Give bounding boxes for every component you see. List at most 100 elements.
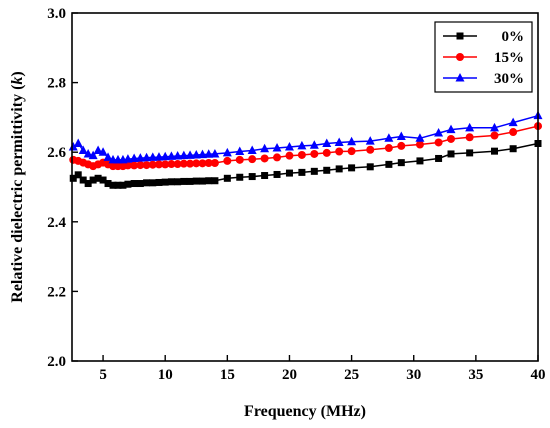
data-point [491,147,499,155]
data-point [197,149,207,159]
data-point [83,148,93,158]
y-tick-label: 2.0 [47,354,66,370]
data-point [335,165,343,173]
legend-entry: 30% [443,71,524,87]
legend: 0% 15% 30% [434,21,533,93]
y-tick-label: 2.6 [47,145,66,161]
data-point [129,153,139,162]
legend-entry: 0% [443,29,524,45]
data-point [154,160,163,169]
data-point [166,151,176,160]
data-point [222,147,232,157]
data-point [142,161,151,170]
data-point [210,148,220,158]
y-axis-label: Relative dielectric permittivity (k) [9,71,26,302]
data-point [161,178,169,186]
legend-marker [456,32,464,40]
data-point [161,160,170,169]
plot-frame [71,12,539,362]
data-point [273,170,281,178]
data-point [89,176,97,184]
data-point [396,131,406,141]
data-point [198,177,206,185]
data-point [434,138,443,147]
data-point [298,168,306,176]
data-point [248,173,256,181]
data-point [509,128,518,137]
data-point [384,144,393,153]
data-point [191,149,201,159]
data-point [143,179,151,187]
y-axis-label-symbol: k [9,77,26,85]
legend-label: 0% [502,29,525,45]
data-point [447,134,456,143]
data-point [123,161,132,170]
data-point [210,158,219,167]
x-tick-label: 35 [468,367,483,383]
data-point [124,180,132,188]
data-point [260,143,270,153]
data-point [88,150,98,160]
data-point [223,174,231,182]
legend-marker [456,53,464,61]
data-point [160,151,170,161]
data-point [385,160,393,168]
y-axis-label-suffix: ) [9,71,26,76]
data-point [204,158,213,167]
series-1 [69,122,542,171]
data-point [235,146,245,156]
data-point [99,176,107,184]
data-point [465,122,475,132]
data-point [186,177,194,185]
data-point [198,159,207,168]
data-point [297,140,307,150]
data-point [285,151,294,160]
data-point [273,153,282,162]
y-axis-label-prefix: Relative dielectric permittivity ( [9,85,26,303]
data-point [84,180,92,188]
data-point [135,153,145,162]
data-point [297,150,306,159]
legend-marker [455,73,465,82]
data-point [93,145,103,154]
data-point [365,136,375,145]
data-point [347,136,357,146]
data-point [348,164,356,172]
data-point [334,137,344,146]
legend-label: 15% [494,50,524,66]
data-point [192,177,200,185]
x-tick-label: 15 [220,367,235,383]
x-tick-label: 10 [158,367,173,383]
data-point [384,133,394,142]
data-point [149,179,157,187]
data-point [123,154,133,163]
data-point [335,147,344,156]
x-tick-label: 30 [406,367,421,383]
ticks-layer: 5 10 15 20 25 30 35 40 2.0 2.2 2.4 2.6 2.8 3.0 [47,6,545,383]
data-point [260,154,269,163]
data-point [148,152,158,161]
legend-entry: 15% [443,50,524,66]
data-point [204,149,214,158]
data-point [73,138,83,147]
data-point [235,155,244,164]
data-point [94,174,102,182]
data-point [490,122,500,132]
data-point [154,152,164,161]
data-point [466,149,474,157]
data-point [236,173,244,181]
data-point [167,160,176,169]
data-point [435,154,443,162]
data-point [185,150,195,159]
data-point [142,152,152,162]
y-tick-label: 2.2 [47,284,66,300]
data-point [130,180,138,188]
data-point [173,151,183,160]
data-point [223,156,232,165]
data-point [323,166,331,174]
data-point [180,177,188,185]
data-point [261,172,269,180]
data-point [186,159,195,168]
data-point [285,169,293,177]
